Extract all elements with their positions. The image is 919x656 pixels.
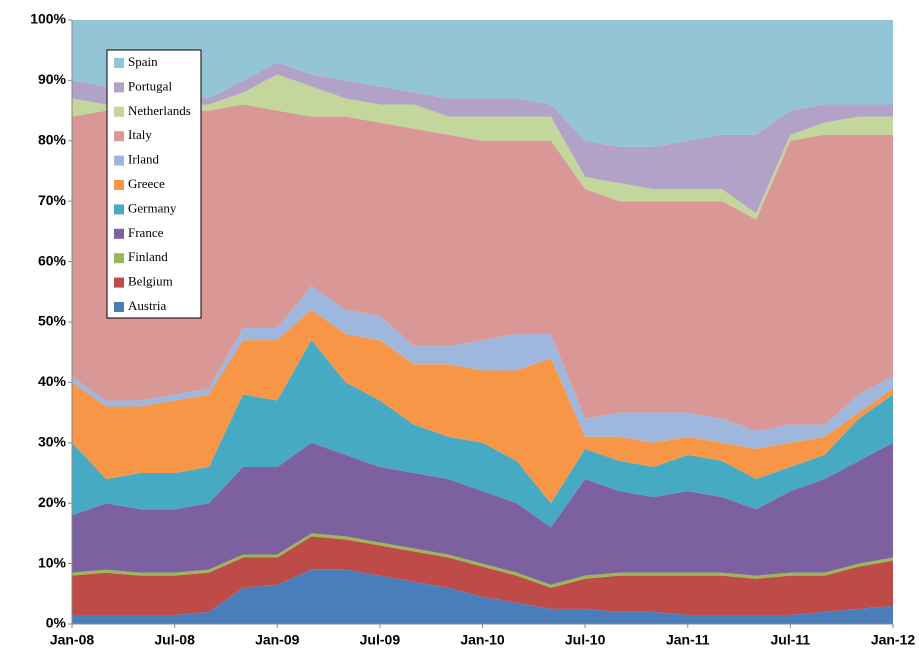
x-tick-label: Jan-11 — [666, 632, 710, 648]
area — [72, 309, 893, 504]
x-tick-label: Jan-08 — [50, 632, 95, 648]
area — [72, 104, 893, 431]
y-tick-label: 100% — [30, 11, 66, 27]
area — [72, 442, 893, 585]
legend-label: Finland — [128, 249, 168, 264]
legend-swatch — [114, 131, 124, 142]
x-tick-label: Jan-12 — [871, 632, 916, 648]
y-tick-label: 70% — [38, 192, 67, 208]
legend-label: Belgium — [128, 274, 173, 289]
legend-swatch — [114, 82, 124, 93]
legend-swatch — [114, 253, 124, 264]
y-tick-label: 30% — [38, 434, 67, 450]
area — [72, 285, 893, 449]
y-tick-label: 20% — [38, 494, 67, 510]
legend-label: Austria — [128, 298, 167, 313]
area — [72, 536, 893, 615]
legend-swatch — [114, 302, 124, 312]
y-tick-label: 50% — [38, 313, 67, 329]
legend-label: Greece — [128, 176, 165, 191]
area — [72, 340, 893, 528]
legend-label: Netherlands — [128, 103, 191, 118]
y-tick-label: 60% — [38, 252, 67, 268]
legend-swatch — [114, 228, 124, 239]
legend-label: France — [128, 225, 164, 240]
x-tick-label: Jul-09 — [360, 632, 401, 648]
legend-swatch — [114, 58, 124, 68]
y-tick-label: 80% — [38, 132, 67, 148]
area — [72, 533, 893, 588]
x-tick-label: Jan-09 — [255, 632, 300, 648]
legend-label: Irland — [128, 152, 160, 167]
legend-swatch — [114, 277, 124, 288]
x-tick-label: Jul-10 — [565, 632, 606, 648]
x-tick-label: Jul-11 — [771, 632, 811, 648]
area — [72, 20, 893, 147]
x-tick-label: Jan-10 — [460, 632, 505, 648]
y-tick-label: 90% — [38, 71, 67, 87]
y-tick-label: 10% — [38, 554, 67, 570]
legend-label: Germany — [128, 200, 177, 215]
area — [72, 62, 893, 214]
legend-swatch — [114, 204, 124, 215]
y-tick-label: 0% — [46, 615, 67, 631]
legend-swatch — [114, 180, 124, 190]
legend-label: Italy — [128, 127, 152, 142]
legend-swatch — [114, 155, 124, 166]
legend-label: Portugal — [128, 78, 172, 93]
x-tick-label: Jul-08 — [154, 632, 195, 648]
legend-swatch — [114, 106, 124, 117]
legend-label: Spain — [128, 54, 158, 69]
y-tick-label: 40% — [38, 373, 67, 389]
